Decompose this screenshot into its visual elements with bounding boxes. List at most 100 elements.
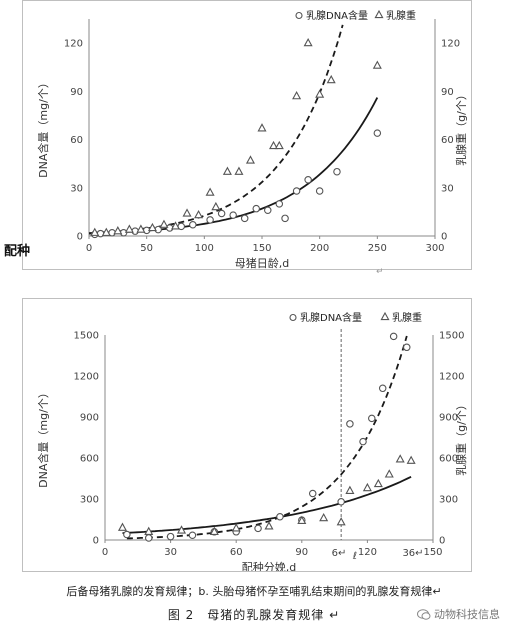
legend-label-dna: 乳腺DNA含量 [306, 9, 368, 22]
weight-point [159, 219, 169, 228]
weight-point [257, 123, 267, 132]
dna-point [252, 204, 260, 213]
y-right-tick-label: 90 [441, 87, 454, 98]
weight-point [211, 201, 221, 211]
figure-caption: 后备母猪乳腺的发育规律；b. 头胎母猪怀孕至哺乳结束期间的乳腺发育规律↵ [66, 585, 442, 598]
weight-point [194, 209, 204, 219]
dna-point [333, 167, 341, 176]
fit-curve-dashed [126, 335, 408, 540]
cursor-mark: ℓ [353, 551, 357, 562]
dna-point [368, 414, 376, 423]
legend-triangle-icon [374, 9, 384, 19]
dna-point [254, 524, 262, 533]
y-right-tick-label: 120 [441, 39, 460, 50]
x-axis-title: 配种分娩,d [242, 560, 296, 571]
y-left-tick-label: 600 [80, 454, 99, 465]
y-right-tick-label: 60 [441, 135, 454, 146]
weight-point [373, 478, 383, 488]
y-left-tick-label: 60 [70, 135, 83, 146]
weight-point [209, 526, 219, 535]
dna-point [240, 214, 249, 223]
weight-point [269, 140, 279, 150]
weight-point [264, 521, 274, 530]
x-tick-label: 60 [230, 547, 243, 558]
dna-point [346, 420, 354, 428]
y-axis-left-title: DNA含量（mg/个） [36, 77, 50, 178]
x-tick-label: 150 [423, 547, 442, 558]
watermark: 动物科技信息 [416, 606, 500, 622]
chart-a-frame: 0 50 100 150 200 250 300 0 30 60 90 120 0 30 60 90 120 母猪… [22, 0, 472, 270]
y-axis-right-title: 乳腺重（g/个） [454, 89, 468, 166]
dna-point [373, 129, 382, 137]
dna-point [308, 489, 317, 498]
weight-point [124, 224, 134, 233]
x-tick-label: 200 [310, 243, 329, 254]
y-right-tick-label: 600 [439, 454, 458, 465]
weight-point [292, 91, 302, 100]
weight-point [315, 89, 325, 98]
y-left-tick-label: 1500 [74, 331, 99, 342]
dna-point [378, 384, 387, 393]
y-left-tick-label: 0 [93, 536, 99, 547]
y-axis-right-title: 乳腺重（g/个） [454, 399, 468, 476]
y-right-tick-label: 0 [439, 536, 445, 547]
weight-point [182, 208, 192, 217]
watermark-text: 动物科技信息 [434, 608, 500, 621]
weight-point [395, 454, 405, 463]
y-right-tick-label: 900 [439, 413, 458, 424]
legend-label-dna: 乳腺DNA含量 [300, 311, 362, 324]
y-left-tick-label: 1200 [74, 372, 99, 383]
weight-point [336, 517, 346, 526]
legend-circle-icon [289, 313, 297, 322]
dna-point [264, 206, 272, 215]
legend-label-weight: 乳腺重 [392, 311, 422, 324]
x-tick-label: 0 [102, 547, 108, 558]
weight-point [274, 140, 284, 150]
figure-title: 图 2 母猪的乳腺发育规律 ↵ [167, 608, 341, 622]
dna-point [276, 513, 284, 521]
weight-point [136, 224, 146, 233]
y-right-tick-label: 300 [439, 495, 458, 506]
x-axis-title: 母猪日龄,d [235, 256, 289, 269]
x-tick-label: 50 [140, 243, 153, 254]
weight-point [113, 226, 123, 235]
weight-point [297, 515, 307, 525]
dna-point [229, 211, 237, 219]
x-tick-label: 120 [358, 547, 377, 558]
x-tick-label: 100 [195, 243, 214, 254]
dna-point [304, 175, 312, 184]
y-left-tick-label: 0 [77, 232, 83, 243]
x-tick-label: 30 [164, 547, 177, 558]
weight-point [90, 227, 100, 236]
dna-point [275, 200, 284, 208]
y-left-tick-label: 300 [80, 495, 99, 506]
dna-point [315, 187, 324, 195]
weight-point [319, 512, 329, 522]
y-left-tick-label: 30 [70, 183, 83, 194]
return-mark-a: ↵ [376, 267, 384, 277]
weight-point [101, 227, 111, 236]
chart-a-svg: 0 50 100 150 200 250 30003060901200306090120母猪… [36, 9, 468, 269]
y-right-tick-label: 0 [441, 232, 447, 243]
legend-circle-icon [295, 11, 303, 20]
y-left-tick-label: 900 [80, 413, 99, 424]
weight-point [326, 74, 336, 84]
fit-curve-dashed [88, 24, 344, 234]
weight-point [303, 37, 313, 47]
y-axis-left-title: DNA含量（mg/个） [36, 387, 50, 488]
day6-label: 6↵ [332, 548, 347, 559]
weight-point [222, 166, 232, 175]
x-tick-label: 0 [86, 243, 92, 254]
x-tick-label: 90 [295, 547, 308, 558]
legend-triangle-icon [380, 311, 390, 321]
weight-point [372, 60, 382, 69]
weight-point [170, 221, 181, 230]
chart-b-frame: 0 30 60 90 120 150 0 300 600 900 1200 1500 0 300 600 90… [22, 298, 472, 572]
dna-point [337, 497, 345, 506]
dna-point [292, 187, 301, 195]
dna-point [166, 532, 175, 541]
chat-bubble-icon [416, 609, 430, 620]
legend-label-weight: 乳腺重 [386, 9, 416, 22]
y-left-tick-label: 90 [70, 87, 83, 98]
y-right-tick-label: 1200 [439, 372, 464, 383]
